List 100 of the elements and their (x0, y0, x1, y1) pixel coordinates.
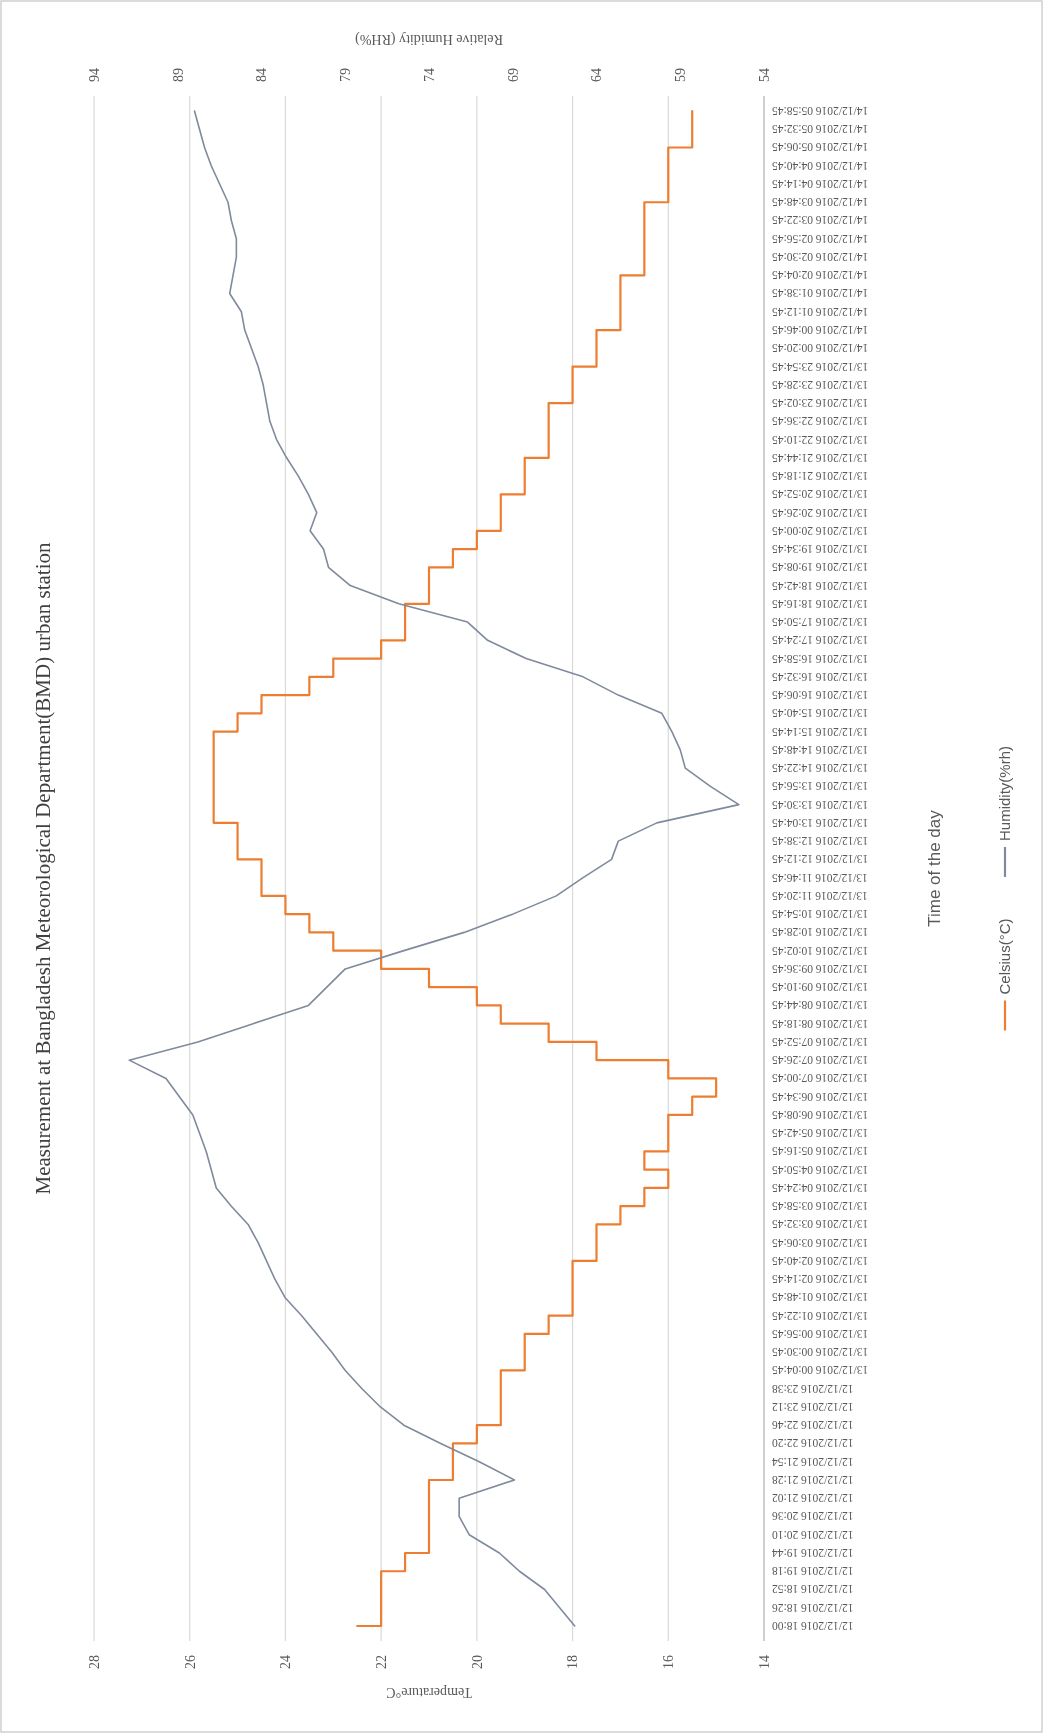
y-tick-label: 13/12/2016 05:42:45 (771, 1127, 869, 1140)
y-tick-label: 12/12/2016 23:38 (771, 1382, 854, 1395)
text: Celsius(°C) (996, 918, 1014, 995)
y-tick-label: 12/12/2016 22:46 (771, 1419, 854, 1432)
y-tick-label: 14/12/2016 04:14:45 (771, 177, 869, 190)
y-tick-label: 13/12/2016 06:34:45 (771, 1090, 869, 1103)
y-tick-label: 13/12/2016 07:52:45 (771, 1035, 869, 1048)
y-tick-label: 13/12/2016 16:06:45 (771, 689, 869, 702)
y-tick-label: 13/12/2016 15:40:45 (771, 707, 869, 720)
y-tick-label: 13/12/2016 16:32:45 (771, 670, 869, 683)
x2-tick-label: 94 (86, 68, 102, 82)
y-tick-label: 13/12/2016 20:00:45 (771, 524, 869, 537)
y-tick-label: 13/12/2016 02:14:45 (771, 1273, 869, 1286)
y-tick-label: 13/12/2016 03:06:45 (771, 1236, 869, 1249)
y-tick-label: 13/12/2016 23:54:45 (771, 360, 869, 373)
y-tick-label: 13/12/2016 11:46:45 (771, 871, 868, 884)
text: Measurement at Bangladesh Meteorological Department(BMD) urban station (31, 542, 55, 1195)
y-tick-label: 13/12/2016 10:28:45 (771, 926, 869, 939)
y-tick-label: 13/12/2016 03:58:45 (771, 1200, 869, 1213)
y-tick-label: 12/12/2016 21:28 (771, 1473, 854, 1486)
y-tick-label: 13/12/2016 12:38:45 (771, 835, 869, 848)
y-tick-label: 12/12/2016 23:12 (771, 1400, 854, 1413)
y-tick-label: 13/12/2016 09:36:45 (771, 962, 869, 975)
y-tick-label: 13/12/2016 21:44:45 (771, 451, 869, 464)
y-tick-label: 14/12/2016 05:32:45 (771, 123, 869, 136)
y-tick-label: 12/12/2016 20:36 (771, 1510, 854, 1523)
y-tick-label: 13/12/2016 10:02:45 (771, 944, 869, 957)
y-tick-label: 13/12/2016 23:28:45 (771, 378, 869, 391)
y-tick-label: 14/12/2016 03:48:45 (771, 196, 869, 209)
x-tick-label: 20 (469, 1655, 485, 1669)
y-tick-label: 13/12/2016 00:04:45 (771, 1364, 869, 1377)
y-tick-label: 14/12/2016 00:20:45 (771, 342, 869, 355)
y-tick-label: 13/12/2016 17:24:45 (771, 634, 869, 647)
y-tick-label: 13/12/2016 15:14:45 (771, 725, 869, 738)
y-tick-label: 13/12/2016 09:10:45 (771, 981, 869, 994)
y-tick-label: 13/12/2016 05:16:45 (771, 1145, 869, 1158)
y-tick-label: 13/12/2016 11:20:45 (771, 889, 868, 902)
y-tick-label: 13/12/2016 21:18:45 (771, 470, 869, 483)
y-tick-label: 13/12/2016 18:16:45 (771, 597, 869, 610)
y-tick-label: 12/12/2016 20:10 (771, 1528, 854, 1541)
y-tick-label: 13/12/2016 17:50:45 (771, 616, 869, 629)
y-tick-label: 13/12/2016 12:12:45 (771, 853, 869, 866)
x-tick-label: 24 (278, 1655, 294, 1669)
y-tick-label: 12/12/2016 21:54 (771, 1455, 854, 1468)
y-tick-label: 13/12/2016 06:08:45 (771, 1108, 869, 1121)
y-tick-label: 14/12/2016 01:38:45 (771, 287, 869, 300)
y-tick-label: 14/12/2016 03:22:45 (771, 214, 869, 227)
y-tick-label: 13/12/2016 01:48:45 (771, 1291, 869, 1304)
y-tick-label: 13/12/2016 13:56:45 (771, 780, 869, 793)
text: Humidity(%rh) (996, 745, 1014, 841)
y-tick-label: 13/12/2016 10:54:45 (771, 908, 869, 921)
y-tick-label: 14/12/2016 02:56:45 (771, 232, 869, 245)
x-axis-title: Temperature°C (386, 1685, 472, 1701)
y-tick-label: 12/12/2016 22:20 (771, 1437, 854, 1450)
x2-tick-label: 84 (254, 68, 270, 82)
y-tick-label: 13/12/2016 22:36:45 (771, 415, 869, 428)
y-tick-label: 13/12/2016 18:42:45 (771, 579, 869, 592)
x2-tick-label: 89 (170, 68, 186, 82)
y-tick-label: 13/12/2016 07:26:45 (771, 1054, 869, 1067)
y-tick-label: 13/12/2016 20:26:45 (771, 506, 869, 519)
y-tick-label: 14/12/2016 00:46:45 (771, 324, 869, 337)
y-tick-label: 13/12/2016 19:08:45 (771, 561, 869, 574)
x2-tick-label: 79 (338, 68, 354, 82)
y-tick-label: 12/12/2016 18:00 (771, 1619, 854, 1632)
y-tick-label: 14/12/2016 01:12:45 (771, 305, 869, 318)
y-tick-label: 12/12/2016 19:18 (771, 1565, 854, 1578)
y-tick-label: 13/12/2016 04:50:45 (771, 1163, 869, 1176)
y-tick-label: 12/12/2016 21:02 (771, 1492, 854, 1505)
y-tick-label: 13/12/2016 08:44:45 (771, 999, 869, 1012)
y-tick-label: 13/12/2016 08:18:45 (771, 1017, 869, 1030)
x2-tick-label: 69 (505, 68, 521, 82)
x-tick-label: 18 (565, 1655, 581, 1669)
x-tick-label: 22 (374, 1655, 390, 1669)
y-tick-label: 13/12/2016 19:34:45 (771, 543, 869, 556)
x2-tick-label: 54 (756, 68, 772, 82)
y-tick-label: 13/12/2016 04:24:45 (771, 1181, 869, 1194)
x-tick-label: 16 (661, 1655, 677, 1669)
y-tick-label: 13/12/2016 00:56:45 (771, 1327, 869, 1340)
y-tick-label: 13/12/2016 13:04:45 (771, 816, 869, 829)
x-tick-label: 28 (86, 1655, 102, 1669)
y-tick-label: 13/12/2016 16:58:45 (771, 652, 869, 665)
x2-tick-label: 64 (589, 68, 605, 82)
y-tick-label: 14/12/2016 02:04:45 (771, 269, 869, 282)
x2-tick-label: 74 (421, 68, 437, 82)
y-tick-label: 14/12/2016 04:40:45 (771, 159, 869, 172)
y-tick-label: 13/12/2016 00:30:45 (771, 1346, 869, 1359)
y-tick-label: 13/12/2016 23:02:45 (771, 397, 869, 410)
y-tick-label: 12/12/2016 19:44 (771, 1546, 854, 1559)
x2-tick-label: 59 (673, 68, 689, 82)
y-tick-label: 12/12/2016 18:52 (771, 1583, 854, 1596)
y-tick-label: 14/12/2016 02:30:45 (771, 251, 869, 263)
y-axis-title: Time of the day (925, 809, 944, 927)
y-tick-label: 13/12/2016 14:48:45 (771, 743, 869, 756)
y-tick-label: 13/12/2016 03:32:45 (771, 1218, 869, 1231)
y-tick-label: 13/12/2016 07:00:45 (771, 1072, 869, 1085)
y-tick-label: 13/12/2016 20:52:45 (771, 488, 869, 501)
y-tick-label: 13/12/2016 14:22:45 (771, 762, 869, 775)
y-tick-label: 13/12/2016 13:30:45 (771, 798, 869, 811)
x-tick-label: 14 (756, 1655, 772, 1669)
y-tick-label: 13/12/2016 22:10:45 (771, 433, 869, 446)
